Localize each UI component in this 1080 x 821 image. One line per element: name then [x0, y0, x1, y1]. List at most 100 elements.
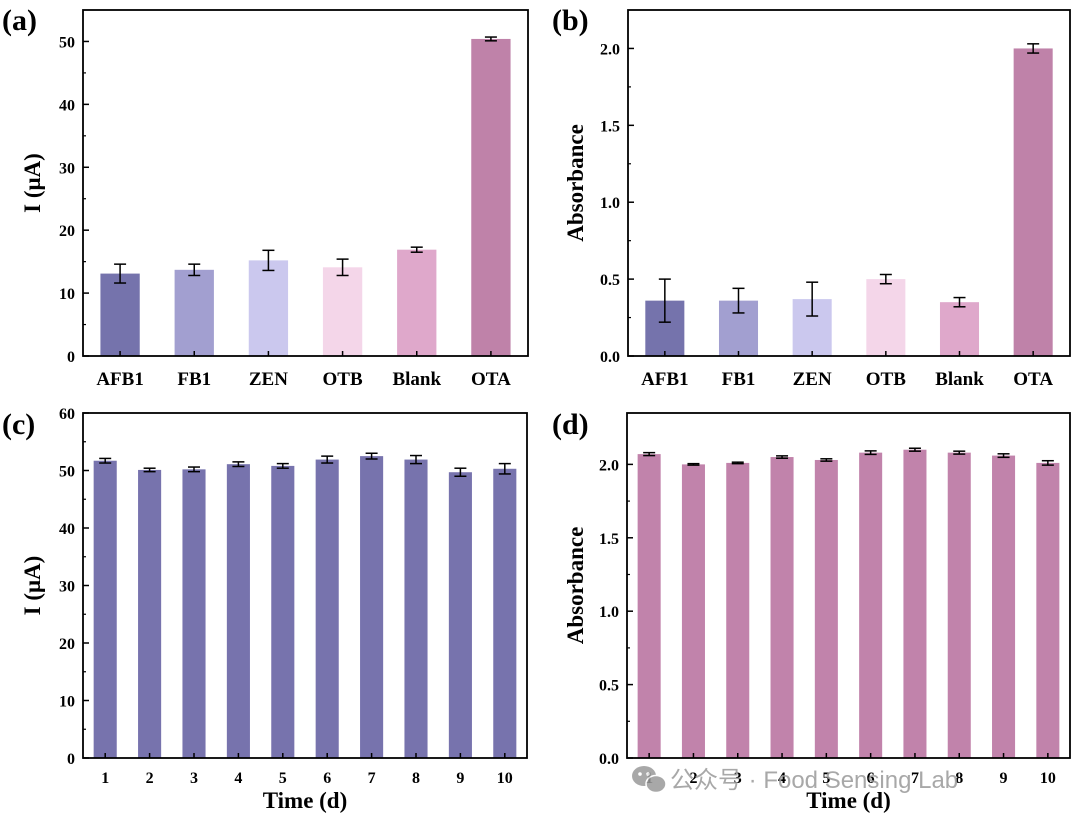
bar — [360, 456, 384, 758]
error-bar — [776, 455, 789, 459]
y-tick-label: 60 — [59, 406, 75, 423]
chart-panel-3: 0.00.51.01.52.012345678910AbsorbanceTime… — [552, 408, 1071, 813]
chart-panel-2: 0 10 20 30 40 50 60 1 2 3 4 5 6 7 8 9 10 I (μA) Time (d) (c… — [2, 406, 528, 813]
error-bar — [879, 273, 892, 285]
x-tick-label: 7 — [911, 770, 919, 787]
panel-label: (b) — [552, 4, 589, 37]
wechat-eye — [638, 772, 642, 776]
error-bar — [806, 281, 819, 317]
bar — [448, 472, 472, 758]
chart-panel-0: 0 10 20 30 40 50 AFB1 FB1 ZEN OTB Blank OTA I (μA) (a… — [2, 4, 529, 390]
y-tick-label: 50 — [59, 34, 75, 51]
bar — [1036, 462, 1060, 758]
y-tick-label: 2.0 — [600, 41, 620, 58]
error-bar — [262, 249, 275, 272]
y-tick-label: 30 — [59, 579, 75, 596]
axis-frame — [82, 9, 529, 357]
error-bar — [143, 467, 156, 473]
y-tick-label: 0 — [67, 751, 75, 768]
error-bar — [188, 466, 200, 473]
watermark-text: 公众号 · Food Sensing Lab — [670, 767, 958, 794]
error-bar — [232, 461, 245, 468]
bar — [814, 459, 838, 758]
x-tick-label: 6 — [323, 770, 331, 787]
bar — [226, 464, 250, 758]
bar — [1013, 48, 1053, 356]
y-axis-title: I (μA) — [20, 153, 45, 213]
error-bar — [731, 461, 744, 465]
panel-label: (a) — [2, 4, 37, 37]
axis-frame — [626, 412, 1071, 759]
error-bar — [321, 455, 334, 464]
x-tick-label: 7 — [368, 770, 376, 787]
y-tick-label: 10 — [59, 286, 75, 303]
error-bar — [864, 450, 877, 456]
error-bar — [276, 462, 289, 469]
x-tick-label: 4 — [234, 770, 242, 787]
x-tick-label: OTA — [471, 369, 511, 390]
x-tick-label: OTA — [1013, 369, 1053, 390]
y-tick-label: 20 — [59, 636, 75, 653]
y-tick-label: 0.0 — [600, 349, 620, 366]
y-tick-label: 2.0 — [599, 457, 619, 474]
error-bar — [114, 263, 127, 284]
watermark: 公众号 · Food Sensing Lab — [632, 766, 958, 794]
x-tick-label: 9 — [456, 770, 464, 787]
error-bar — [820, 458, 833, 462]
error-bar — [953, 296, 966, 308]
x-tick-label: ZEN — [793, 369, 832, 390]
error-bar — [643, 451, 656, 457]
wechat-bubble — [645, 774, 667, 794]
bar — [947, 452, 971, 758]
bar — [397, 249, 437, 356]
error-bar — [365, 452, 378, 460]
bar — [404, 459, 428, 758]
error-bar — [484, 36, 497, 42]
y-axis-title: Absorbance — [563, 527, 588, 645]
x-tick-label: 2 — [146, 770, 154, 787]
y-tick-label: 10 — [59, 694, 75, 711]
bar — [637, 454, 661, 758]
axis-frame — [627, 9, 1071, 357]
x-tick-label: 3 — [190, 770, 198, 787]
y-tick-label: 0.0 — [599, 751, 619, 768]
error-bar — [687, 462, 700, 466]
bar — [992, 455, 1016, 758]
x-tick-label: OTB — [866, 369, 906, 390]
x-tick-label: ZEN — [249, 369, 288, 390]
x-tick-label: Blank — [392, 369, 441, 390]
bar — [939, 302, 980, 356]
error-bar — [188, 263, 201, 277]
x-tick-label: 8 — [412, 770, 420, 787]
y-tick-label: 0.5 — [600, 272, 620, 289]
y-tick-label: 1.0 — [599, 604, 619, 621]
x-tick-label: 10 — [1040, 770, 1056, 787]
x-tick-label: OTB — [323, 369, 363, 390]
bar — [859, 452, 883, 758]
bar — [471, 38, 511, 357]
x-tick-label: FB1 — [722, 369, 756, 390]
y-tick-label: 20 — [59, 223, 75, 240]
y-tick-label: 1.0 — [600, 195, 620, 212]
x-tick-label: 4 — [778, 770, 786, 787]
y-tick-label: 50 — [59, 464, 75, 481]
error-bar — [454, 467, 467, 477]
error-bar — [953, 450, 966, 455]
error-bar — [997, 453, 1010, 459]
bar — [271, 465, 295, 758]
bar — [726, 462, 750, 758]
panel-label: (c) — [2, 408, 35, 441]
bar — [138, 469, 162, 758]
y-tick-label: 30 — [59, 160, 75, 177]
chart-panel-1: 0.0 0.5 1.0 1.5 2.0 AFB1 FB1 ZEN OTB Blank OTA Abso… — [552, 4, 1071, 390]
error-bar — [658, 278, 671, 323]
x-axis-title: Time (d) — [263, 788, 348, 813]
x-tick-label: 1 — [101, 770, 109, 787]
x-tick-label: 10 — [497, 770, 513, 787]
error-bar — [498, 462, 511, 475]
error-bar — [1027, 43, 1040, 54]
x-tick-label: 8 — [955, 770, 963, 787]
x-tick-label: 3 — [734, 770, 742, 787]
x-tick-label: Blank — [935, 369, 984, 390]
wechat-eye — [646, 772, 650, 776]
